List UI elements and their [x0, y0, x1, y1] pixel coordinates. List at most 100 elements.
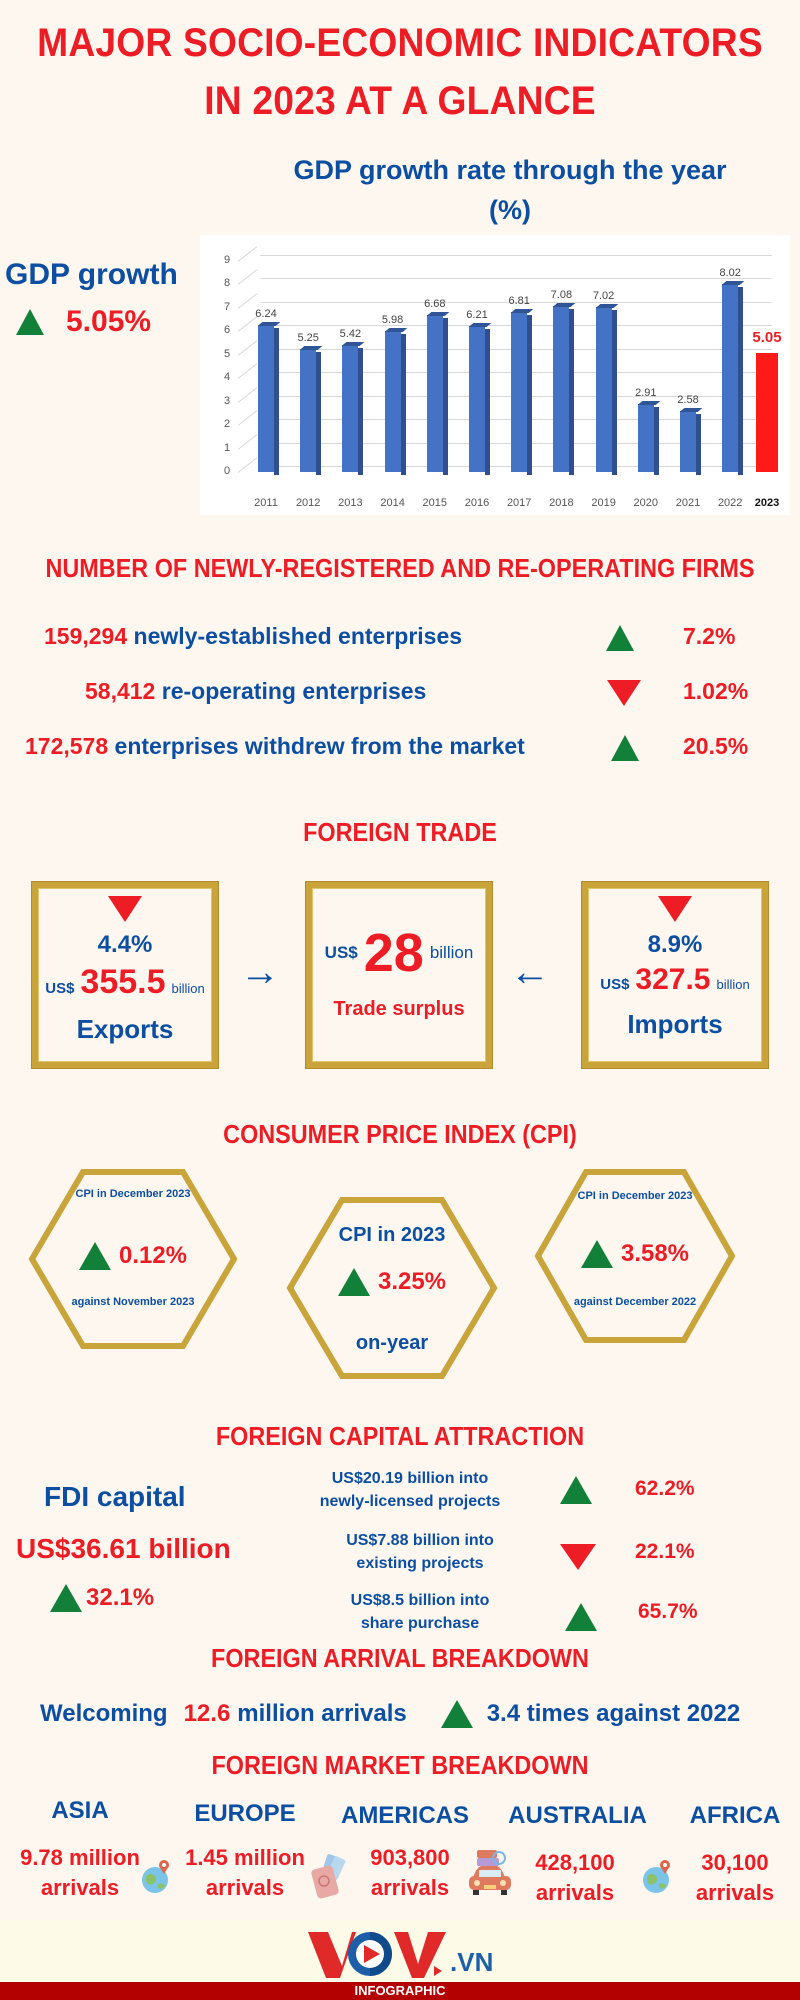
- hexagon-frame-icon: [286, 1197, 498, 1379]
- chart-bar-2015: [426, 315, 448, 475]
- market-value-africa: 30,100 arrivals: [685, 1848, 785, 1908]
- firm-description: newly-established enterprises: [127, 623, 463, 649]
- currency-label: US$: [45, 980, 75, 997]
- up-arrow-icon: [16, 309, 44, 335]
- firm-row-text: 172,578 enterprises withdrew from the ma…: [25, 733, 525, 760]
- hexagon-frame-icon: [28, 1169, 238, 1349]
- market-name-americas: AMERICAS: [340, 1802, 469, 1829]
- down-arrow-icon: [560, 1544, 596, 1570]
- arrivals-heading: FOREIGN ARRIVAL BREAKDOWN: [211, 1643, 589, 1673]
- down-arrow-icon: [607, 680, 641, 706]
- gridline-depth: [237, 433, 258, 450]
- x-tick-label: 2015: [422, 497, 448, 509]
- bar-value-label: 8.02: [719, 266, 741, 279]
- trade-heading: FOREIGN TRADE: [303, 817, 497, 847]
- market-name-asia: ASIA: [51, 1797, 109, 1824]
- surplus-amount: 28: [363, 923, 424, 983]
- passport-ticket-icon: [311, 1854, 346, 1899]
- cpi-bottom-label: against November 2023: [71, 1296, 195, 1308]
- exports-pct: 4.4%: [97, 931, 153, 958]
- x-tick-label: 2013: [338, 497, 363, 509]
- up-arrow-icon: [565, 1603, 597, 1631]
- down-arrow-icon: [108, 896, 142, 922]
- fdi-item-line1: US$8.5 billion into: [350, 1592, 490, 1609]
- cpi-top-label: CPI in 2023: [338, 1224, 446, 1246]
- market-value-line2: arrivals: [695, 1880, 775, 1905]
- up-arrow-icon: [580, 1240, 613, 1268]
- arrivals-number: 12.6: [183, 1700, 231, 1727]
- x-tick-label: 2017: [506, 497, 532, 509]
- y-tick-label: 8: [223, 277, 231, 289]
- y-tick-label: 4: [223, 371, 231, 383]
- gridline-depth: [237, 339, 258, 356]
- up-arrow-icon: [337, 1268, 370, 1296]
- trade-surplus-box: US$ 28 billion Trade surplus: [306, 882, 492, 1068]
- firm-row-withdrew: 172,578 enterprises withdrew from the ma…: [0, 733, 800, 767]
- fdi-item-line1: US$7.88 billion into: [346, 1532, 494, 1549]
- fdi-total-pct: 32.1%: [86, 1584, 155, 1611]
- unit-label: billion: [171, 981, 205, 996]
- cpi-value: 3.58%: [620, 1240, 690, 1267]
- firm-number: 58,412: [85, 678, 156, 704]
- up-arrow-icon: [50, 1584, 82, 1612]
- x-tick-label: 2019: [591, 497, 616, 509]
- market-value-line1: 903,800: [370, 1845, 450, 1870]
- bar-value-label: 5.25: [297, 331, 319, 344]
- chart-bar-2022: [722, 283, 744, 476]
- gridline: [260, 278, 772, 279]
- market-value-line1: 428,100: [535, 1850, 615, 1875]
- cpi-hexagon-annual: CPI in 2023 3.25% on-year: [286, 1196, 498, 1380]
- bar-value-label: 7.02: [592, 290, 615, 303]
- arrivals-prefix: Welcoming: [40, 1700, 168, 1727]
- firm-number: 172,578: [25, 733, 109, 759]
- chart-title: GDP growth rate through the year (%): [260, 150, 760, 230]
- car-luggage-icon: [469, 1850, 511, 1895]
- arrow-left-icon: ←: [510, 950, 550, 994]
- title-line-2: IN 2023 AT A GLANCE: [204, 79, 596, 123]
- x-tick-label: 2020: [633, 497, 659, 509]
- x-tick-label: 2014: [380, 497, 405, 509]
- market-value-americas: 903,800 arrivals: [350, 1843, 470, 1903]
- gridline: [260, 254, 772, 256]
- fdi-item-existing-projects: US$7.88 billion into existing projects: [310, 1529, 530, 1575]
- cpi-bottom-label: on-year: [355, 1332, 429, 1354]
- firm-row-text: 58,412 re-operating enterprises: [85, 678, 426, 705]
- bar-value-label: 5.98: [381, 314, 404, 327]
- bar-value-label: 5.05: [752, 329, 782, 347]
- unit-label: billion: [716, 977, 750, 992]
- fdi-item-line1: US$20.19 billion into: [331, 1470, 489, 1487]
- cpi-top-label: CPI in December 2023: [577, 1190, 693, 1202]
- gridline-depth: [237, 363, 258, 379]
- chart-bar-2017: [511, 311, 533, 476]
- arrivals-growth: 3.4 times against 2022: [486, 1700, 741, 1727]
- y-tick-label: 0: [223, 465, 231, 477]
- x-tick-label: 2021: [675, 497, 701, 509]
- cpi-hexagon-yearly: CPI in December 2023 3.58% against Decem…: [534, 1168, 736, 1344]
- y-tick-label: 5: [223, 347, 231, 360]
- y-tick-label: 2: [223, 418, 231, 430]
- cpi-bottom-label: against December 2022: [573, 1296, 697, 1308]
- cpi-value: 3.25%: [377, 1268, 447, 1295]
- chart-title-line-2: (%): [489, 195, 531, 225]
- fdi-item-line2: newly-licensed projects: [319, 1493, 501, 1510]
- market-name-europe: EUROPE: [194, 1800, 296, 1827]
- bar-value-label: 5.42: [339, 327, 362, 340]
- gdp-growth-value: 5.05%: [66, 305, 152, 338]
- up-arrow-icon: [606, 625, 634, 651]
- gridline-depth: [237, 386, 258, 403]
- surplus-label: Trade surplus: [333, 998, 465, 1020]
- fdi-heading: FOREIGN CAPITAL ATTRACTION: [215, 1421, 585, 1451]
- down-arrow-icon: [658, 896, 692, 922]
- globe-pin-icon: [643, 1860, 670, 1893]
- market-value-line2: arrivals: [370, 1875, 450, 1900]
- globe-pin-icon: [142, 1860, 169, 1893]
- currency-label: US$: [600, 976, 630, 993]
- chart-bar-2014: [384, 331, 406, 475]
- hexagon-frame-icon: [534, 1169, 736, 1343]
- gdp-growth-value-row: 5.05%: [16, 305, 151, 339]
- fdi-item-pct: 22.1%: [635, 1540, 695, 1563]
- firm-pct: 1.02%: [683, 678, 749, 704]
- vov-logo-icon: [308, 1932, 446, 1978]
- market-name-australia: AUSTRALIA: [508, 1802, 647, 1829]
- fdi-total: US$36.61 billion: [16, 1533, 231, 1564]
